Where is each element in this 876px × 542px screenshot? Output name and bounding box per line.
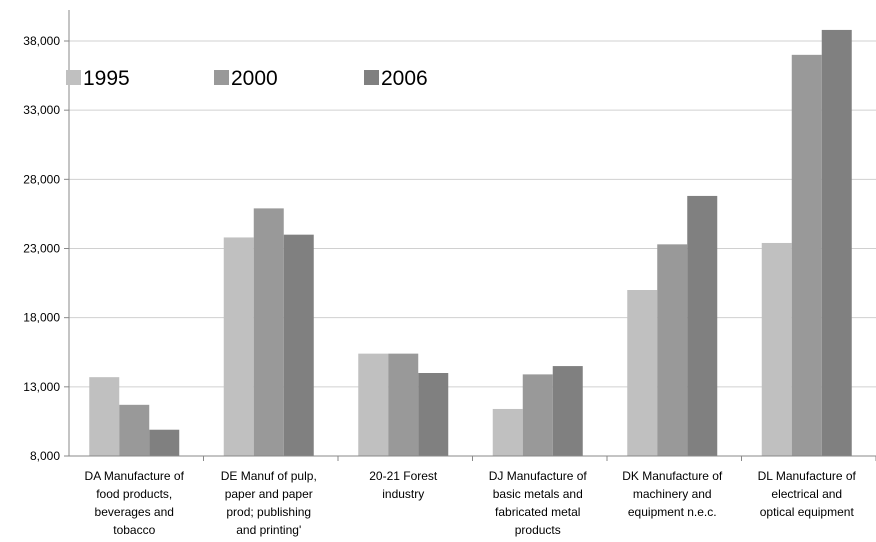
category-label: basic metals and [493, 487, 583, 501]
bar-1995-0 [89, 377, 120, 456]
category-label: paper and paper [225, 487, 313, 501]
category-label: optical equipment [760, 505, 855, 519]
category-label: tobacco [113, 523, 155, 537]
category-label: DA Manufacture of [85, 469, 185, 483]
category-label: and printing' [236, 523, 301, 537]
legend-swatch-1995 [66, 70, 81, 85]
y-tick-label: 8,000 [30, 449, 60, 463]
bar-2006-5 [821, 29, 852, 457]
category-label: DJ Manufacture of [489, 469, 588, 483]
bar-2006-3 [552, 366, 583, 456]
category-label: DL Manufacture of [758, 469, 857, 483]
bar-2006-4 [687, 195, 718, 456]
category-label: beverages and [95, 505, 174, 519]
y-tick-label: 18,000 [23, 311, 60, 325]
category-label: DK Manufacture of [622, 469, 723, 483]
bar-1995-3 [492, 408, 523, 456]
category-label: prod; publishing [226, 505, 311, 519]
bars [89, 29, 852, 457]
category-label: food products, [96, 487, 172, 501]
category-label: products [515, 523, 561, 537]
bar-2000-2 [388, 353, 419, 456]
legend: 1995 2000 2006 [66, 67, 428, 90]
bar-2000-1 [253, 208, 284, 456]
bar-2000-0 [119, 404, 150, 456]
category-label: equipment n.e.c. [628, 505, 717, 519]
x-axis [69, 455, 876, 461]
category-label: DE Manuf of pulp, [221, 469, 317, 483]
category-label: 20-21 Forest [369, 469, 438, 483]
y-tick-label: 38,000 [23, 34, 60, 48]
bar-2006-0 [149, 429, 180, 456]
y-tick-label: 28,000 [23, 172, 60, 186]
gridlines [69, 40, 876, 388]
category-label: industry [382, 487, 424, 501]
bar-2006-2 [418, 373, 449, 456]
y-tick-labels: 8,000 13,000 18,000 23,000 28,000 33,000 38,00… [23, 34, 69, 463]
category-label: fabricated metal [495, 505, 580, 519]
category-label: electrical and [771, 487, 842, 501]
legend-label-2000: 2000 [231, 67, 278, 90]
legend-label-2006: 2006 [381, 67, 428, 90]
category-label: machinery and [633, 487, 712, 501]
legend-label-1995: 1995 [83, 67, 130, 90]
bar-2000-5 [791, 54, 822, 456]
bar-2000-3 [522, 374, 553, 456]
bar-1995-2 [358, 353, 389, 456]
y-tick-label: 13,000 [23, 380, 60, 394]
bar-2006-1 [283, 234, 314, 456]
y-tick-label: 33,000 [23, 103, 60, 117]
legend-swatch-2006 [364, 70, 379, 85]
category-labels: DA Manufacture of food products, beverages… [85, 469, 857, 537]
bar-1995-4 [627, 290, 658, 456]
bar-2000-4 [657, 244, 688, 456]
bar-1995-5 [761, 242, 792, 456]
legend-swatch-2000 [214, 70, 229, 85]
y-tick-label: 23,000 [23, 242, 60, 256]
bar-1995-1 [223, 237, 254, 456]
